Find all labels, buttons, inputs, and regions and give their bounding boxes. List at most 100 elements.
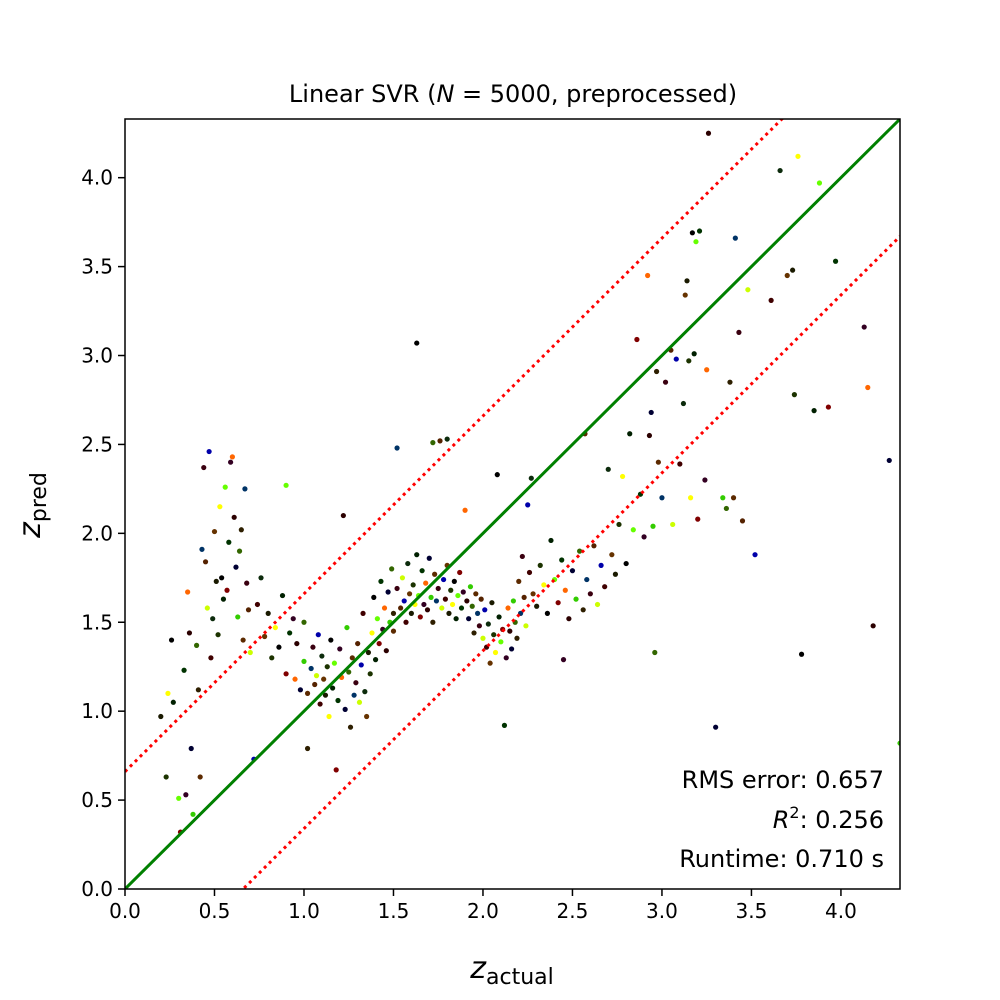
scatter-point [423,580,429,586]
scatter-point [811,408,817,414]
scatter-point [435,585,441,592]
scatter-point [509,646,515,652]
scatter-point [265,610,271,616]
scatter-point [233,564,239,570]
scatter-point [662,379,669,385]
scatter-point [832,258,839,264]
scatter-point [623,560,629,567]
scatter-point [315,632,321,638]
scatter-point [245,607,252,613]
scatter-point [580,607,586,613]
scatter-point [258,575,264,581]
scatter-point [530,591,536,597]
scatter-point [276,644,282,650]
scatter-point [165,690,171,696]
scatter-point [331,660,338,666]
scatter-point [510,598,516,604]
scatter-point [272,624,278,631]
scatter-point [181,667,187,673]
scatter-point [457,569,463,576]
plot-area [124,118,901,890]
scatter-point [634,336,640,343]
scatter-point [471,630,477,636]
scatter-point [428,594,434,600]
scatter-point [650,523,656,529]
scatter-point [317,701,323,707]
scatter-point [312,681,318,688]
scatter-point [238,527,244,533]
scatter-point [449,601,456,608]
scatter-point [555,600,561,606]
scatter-point [573,596,579,602]
scatter-point [689,230,695,236]
scatter-point [211,528,218,535]
y-tick-label: 4.0 [81,166,113,190]
scatter-point [304,745,311,752]
scatter-point [224,587,230,593]
scatter-point [437,438,443,444]
scatter-point [798,651,805,657]
scatter-point [594,601,601,608]
scatter-point [228,459,234,465]
scatter-point [417,614,423,620]
scatter-point [745,287,751,293]
scatter-point [337,646,343,652]
scatter-point [247,649,253,656]
r-squared-text: R2: 0.256 [773,803,884,834]
scatter-point [328,637,334,643]
scatter-point [195,687,201,693]
scatter-point [480,635,486,641]
scatter-point [865,384,871,391]
scatter-point [641,534,647,540]
scatter-point [290,616,296,622]
scatter-point [356,699,363,705]
scatter-point [349,655,355,661]
scatter-point [199,546,205,552]
scatter-point [886,457,892,464]
scatter-point [367,671,373,677]
scatter-point [297,687,304,693]
scatter-point [283,671,289,677]
scatter-point [168,637,175,643]
scatter-point [494,472,500,478]
scatter-point [584,576,590,583]
scatter-point [720,495,726,501]
scatter-point [426,555,432,561]
scatter-point [453,616,459,622]
scatter-point [723,505,729,512]
scatter-point [398,605,404,611]
scatter-point [670,521,676,528]
scatter-point [673,356,679,362]
scatter-point [440,576,447,583]
scatter-point [158,713,164,720]
x-tick-label: 0.5 [199,899,231,923]
scatter-point [521,594,527,600]
scatter-point [653,368,660,375]
scatter-point [693,239,699,245]
y-tick-label: 0.5 [81,788,113,812]
scatter-point [462,507,468,513]
scatter-point [790,267,796,273]
scatter-point [362,689,368,695]
x-tick-label: 3.5 [736,899,768,923]
scatter-point [369,630,375,636]
scatter-point [448,587,454,593]
scatter-point [322,692,329,698]
rms-error-text: RMS error: 0.657 [682,766,884,794]
scatter-point [313,673,320,679]
scatter-point [684,278,690,284]
scatter-point [519,553,525,560]
scatter-point [176,795,182,801]
x-tick-label: 3.0 [646,899,678,923]
scatter-point [335,697,341,704]
scatter-point [505,605,511,611]
scatter-point [537,562,543,568]
scatter-point [507,628,513,634]
x-axis-label: zactual [469,951,554,990]
scatter-point [702,477,708,483]
scatter-point [686,358,692,364]
scatter-point [655,459,661,465]
y-tick-label: 2.5 [81,432,113,456]
scatter-point [559,557,565,563]
